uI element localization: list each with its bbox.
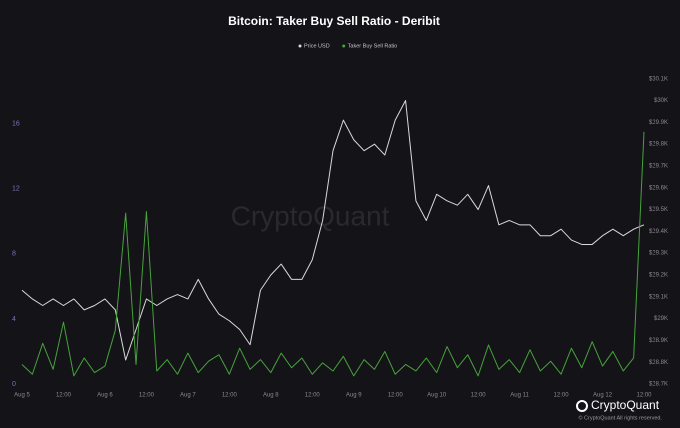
y2-tick-label: $29.7K (649, 164, 668, 170)
y2-tick-label: $29.3K (649, 251, 668, 257)
watermark: CryptoQuant (231, 200, 390, 231)
footer-logo: CryptoQuant (591, 398, 660, 412)
y2-tick-label: $29.5K (649, 207, 668, 213)
x-tick-label: 12:00 (554, 393, 570, 399)
x-tick-label: Aug 8 (263, 393, 279, 399)
legend-label: Price USD (304, 43, 330, 49)
logo-icon (576, 400, 588, 412)
y2-tick-label: $29.2K (649, 273, 668, 279)
y2-tick-label: $30K (654, 98, 668, 104)
y2-tick-label: $30.1K (649, 76, 668, 82)
y2-tick-label: $28.8K (649, 360, 668, 366)
x-tick-label: Aug 6 (97, 393, 113, 399)
y-tick-label: 8 (12, 251, 16, 258)
y2-tick-label: $29.1K (649, 294, 668, 300)
y-tick-label: 4 (12, 316, 16, 323)
x-tick-label: Aug 5 (14, 393, 30, 399)
y2-tick-label: $29.4K (649, 229, 668, 235)
y-tick-label: 12 (12, 186, 20, 193)
y2-tick-label: $28.7K (649, 382, 668, 388)
x-tick-label: Aug 11 (510, 393, 529, 399)
x-tick-label: 12:00 (305, 393, 321, 399)
footer-note: © CryptoQuant All rights reserved. (578, 414, 662, 421)
x-tick-label: Aug 10 (427, 393, 447, 399)
legend-label: Taker Buy Sell Ratio (348, 43, 398, 49)
x-tick-label: 12:00 (471, 393, 487, 399)
legend-marker (342, 44, 346, 48)
x-tick-label: 12:00 (56, 393, 72, 399)
x-tick-label: 12:00 (222, 393, 238, 399)
series-line (21, 131, 645, 377)
legend: Price USD Taker Buy Sell Ratio (298, 43, 398, 49)
y2-tick-label: $29.6K (649, 185, 668, 191)
chart-title: Bitcoin: Taker Buy Sell Ratio - Deribit (228, 14, 440, 28)
y-tick-label: 16 (12, 121, 20, 128)
y-tick-label: 0 (12, 381, 16, 388)
x-tick-label: 12:00 (636, 393, 652, 399)
y2-tick-label: $28.9K (649, 338, 668, 344)
x-tick-label: 12:00 (139, 393, 155, 399)
y2-tick-label: $29K (654, 316, 668, 322)
x-tick-label: Aug 7 (180, 393, 196, 399)
x-tick-label: Aug 12 (593, 393, 613, 399)
legend-marker (298, 44, 302, 48)
plot (21, 100, 645, 377)
x-tick-label: Aug 9 (346, 393, 362, 399)
y2-tick-label: $29.9K (649, 120, 668, 126)
series-line (21, 100, 645, 361)
x-tick-label: 12:00 (388, 393, 404, 399)
y2-tick-label: $29.8K (649, 142, 668, 148)
